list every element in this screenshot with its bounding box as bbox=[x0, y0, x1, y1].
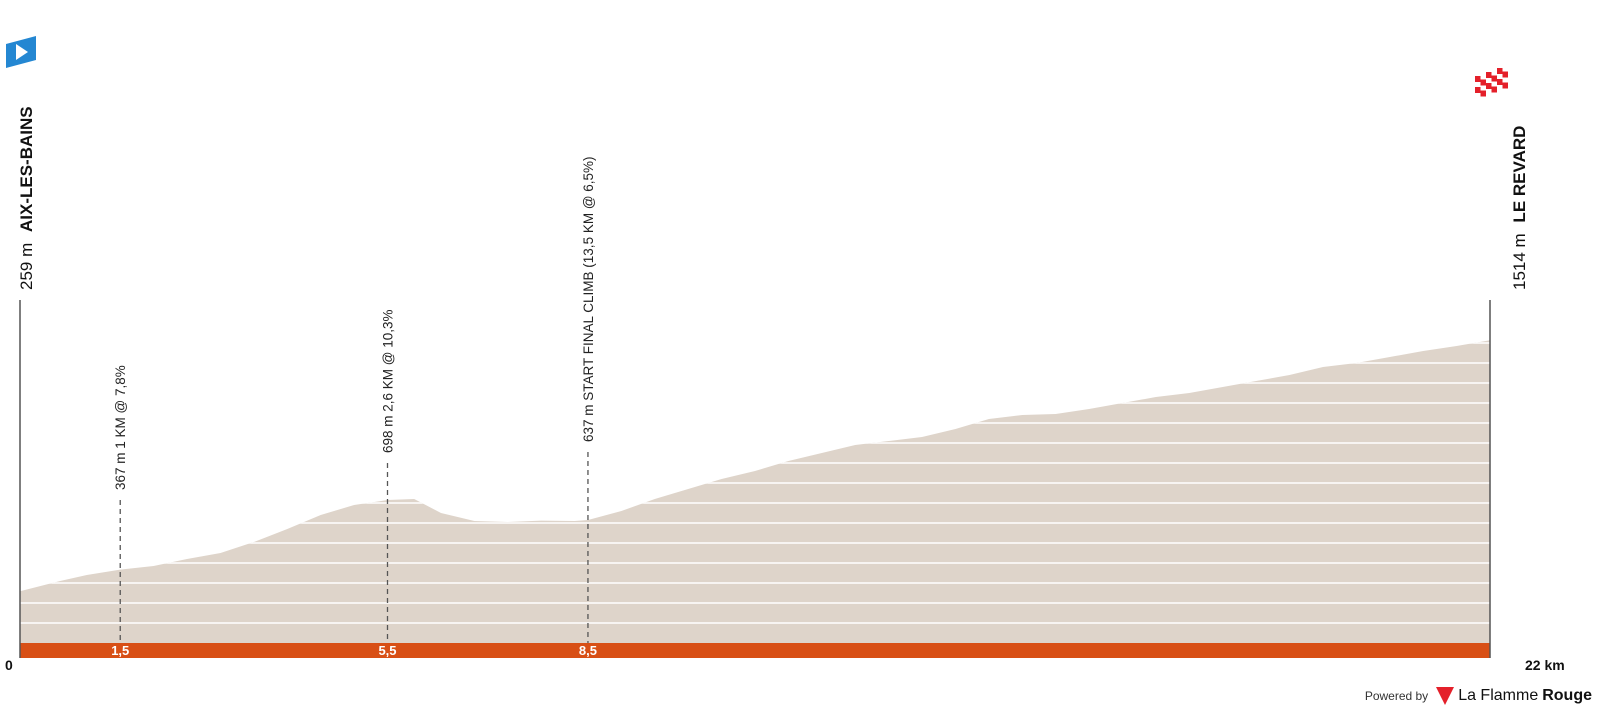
finish-flag-square bbox=[1480, 79, 1486, 86]
flame-logo-icon bbox=[1436, 687, 1455, 705]
finish-flag-square bbox=[1475, 76, 1481, 82]
brand-logo: La Flamme Rouge bbox=[1436, 687, 1592, 705]
poi-label: 698 m 2,6 KM @ 10,3% bbox=[381, 309, 396, 453]
finish-flag-square bbox=[1502, 71, 1508, 78]
finish-flag-square bbox=[1491, 86, 1497, 93]
poi-km-label: 5,5 bbox=[378, 643, 396, 658]
poi-marker: 698 m 2,6 KM @ 10,3% bbox=[381, 309, 396, 643]
powered-by-footer: Powered by La Flamme Rouge bbox=[1365, 685, 1592, 707]
finish-flag-square bbox=[1475, 87, 1481, 93]
finish-flag-icon bbox=[1475, 64, 1508, 100]
finish-label: 1514 m LE REVARD bbox=[1510, 126, 1529, 290]
finish-marker: 1514 m LE REVARD bbox=[1475, 64, 1529, 290]
finish-altitude: 1514 m bbox=[1510, 233, 1529, 290]
poi-km-label: 8,5 bbox=[579, 643, 597, 658]
start-marker: 259 m AIX-LES-BAINS bbox=[6, 36, 36, 290]
poi-marker: 367 m 1 KM @ 7,8% bbox=[113, 365, 128, 643]
finish-flag-square bbox=[1502, 82, 1508, 89]
poi-marker: 637 m START FINAL CLIMB (13,5 KM @ 6,5%) bbox=[581, 156, 596, 643]
brand-name-regular: La Flamme bbox=[1458, 687, 1539, 704]
finish-name: LE REVARD bbox=[1510, 126, 1529, 223]
brand-name-bold: Rouge bbox=[1542, 687, 1592, 704]
powered-by-text: Powered by bbox=[1364, 689, 1429, 703]
finish-flag-square bbox=[1491, 75, 1497, 82]
finish-flag-square bbox=[1486, 83, 1492, 89]
x-end-label: 22 km bbox=[1525, 657, 1565, 673]
poi-label: 637 m START FINAL CLIMB (13,5 KM @ 6,5%) bbox=[581, 156, 596, 442]
distance-axis: 0 22 km 1,5 5,5 8,5 bbox=[5, 300, 1565, 673]
finish-flag-square bbox=[1486, 72, 1492, 78]
finish-flag-square bbox=[1480, 90, 1486, 97]
finish-flag-square bbox=[1497, 79, 1503, 85]
profile-area bbox=[20, 340, 1490, 643]
start-name: AIX-LES-BAINS bbox=[17, 106, 36, 232]
start-altitude: 259 m bbox=[17, 243, 36, 290]
poi-label: 367 m 1 KM @ 7,8% bbox=[113, 365, 128, 490]
profile-layer bbox=[20, 340, 1490, 643]
finish-flag-square bbox=[1497, 68, 1503, 74]
start-label: 259 m AIX-LES-BAINS bbox=[17, 106, 36, 290]
distance-bar bbox=[20, 643, 1490, 658]
poi-layer: 367 m 1 KM @ 7,8% 698 m 2,6 KM @ 10,3% 637… bbox=[113, 156, 596, 643]
poi-km-label: 1,5 bbox=[111, 643, 129, 658]
start-play-icon bbox=[16, 44, 28, 60]
x-start-label: 0 bbox=[5, 657, 13, 673]
